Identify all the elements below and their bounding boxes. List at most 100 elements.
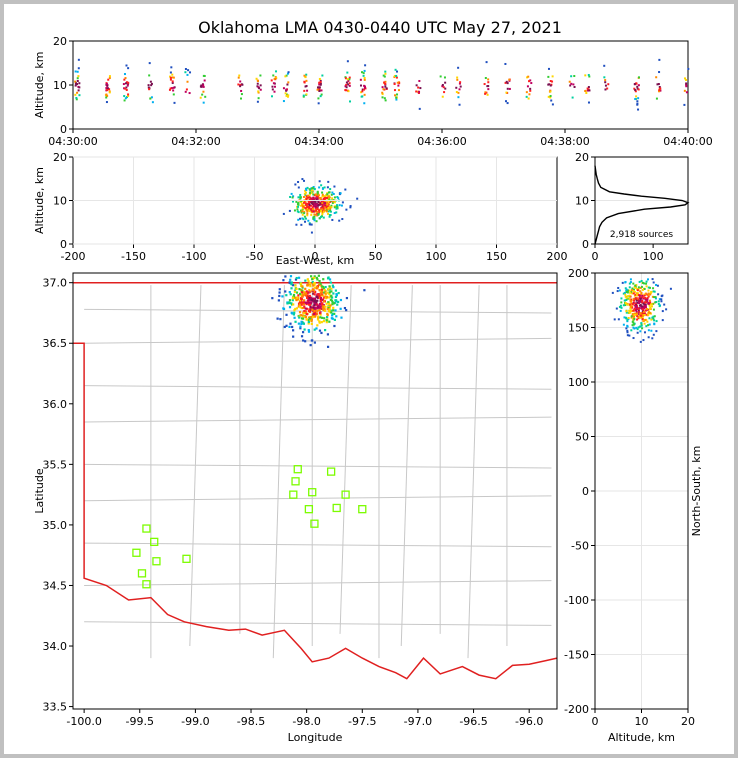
lma-station-marker <box>341 490 350 499</box>
source-point <box>573 85 576 88</box>
source-point <box>319 80 322 83</box>
source-point <box>363 88 366 91</box>
source-point <box>331 301 334 304</box>
y-tick-label: -150 <box>564 649 589 662</box>
source-point <box>603 64 606 67</box>
source-point <box>202 84 205 87</box>
source-point <box>363 102 366 105</box>
source-point <box>626 319 629 322</box>
lma-station-marker <box>289 490 298 499</box>
source-point <box>314 308 318 311</box>
source-point <box>685 85 688 88</box>
source-point <box>272 82 275 85</box>
y-tick-label: 20 <box>575 151 589 164</box>
county-line <box>400 285 413 647</box>
source-point <box>625 311 628 314</box>
source-point <box>308 317 311 320</box>
source-point <box>291 200 294 203</box>
source-point <box>618 289 621 292</box>
source-point <box>317 102 320 105</box>
source-point <box>570 82 573 85</box>
source-point <box>301 202 304 205</box>
source-point <box>295 223 298 226</box>
source-point <box>659 89 662 92</box>
source-point <box>652 315 655 318</box>
source-point <box>418 79 421 82</box>
source-point <box>643 282 646 285</box>
source-point <box>309 189 312 192</box>
source-point <box>384 82 387 85</box>
source-point <box>344 85 347 88</box>
source-point <box>199 96 202 99</box>
x-tick-label: -100.0 <box>66 715 101 728</box>
source-point <box>312 193 315 196</box>
source-point <box>171 80 174 83</box>
source-point <box>186 80 189 83</box>
source-point <box>649 301 652 304</box>
source-point <box>303 328 306 331</box>
source-point <box>306 296 309 300</box>
source-point <box>331 197 334 200</box>
source-point <box>322 205 325 208</box>
source-point <box>127 81 130 84</box>
source-point <box>631 320 634 323</box>
source-point <box>341 218 344 221</box>
source-point <box>588 89 591 92</box>
source-point <box>304 217 307 220</box>
source-point <box>624 304 627 307</box>
source-point <box>310 318 313 321</box>
source-point <box>319 291 322 294</box>
source-point <box>77 75 80 78</box>
source-point <box>340 316 343 319</box>
source-point <box>547 75 550 78</box>
source-point <box>324 292 327 295</box>
source-point <box>346 78 349 81</box>
source-point <box>313 341 316 344</box>
x-tick-label: -96.5 <box>459 715 487 728</box>
lma-station-marker <box>182 554 191 563</box>
source-point <box>336 204 339 207</box>
source-point <box>330 317 333 320</box>
source-point <box>328 302 331 306</box>
source-point <box>305 79 308 82</box>
source-point <box>314 306 317 309</box>
source-point <box>301 178 304 181</box>
source-point <box>306 284 309 287</box>
source-point <box>331 312 334 316</box>
source-point <box>626 331 629 334</box>
source-point <box>301 286 304 289</box>
source-point <box>363 85 366 88</box>
source-point <box>275 70 278 73</box>
source-point <box>293 290 297 293</box>
source-point <box>397 84 400 87</box>
source-point <box>306 294 309 297</box>
source-point <box>312 216 315 219</box>
source-point <box>685 82 688 85</box>
source-point <box>78 86 81 89</box>
source-point <box>256 100 259 103</box>
source-point <box>343 306 347 310</box>
source-point <box>308 301 311 304</box>
source-point <box>305 188 308 191</box>
source-point <box>306 207 309 210</box>
source-point <box>636 331 639 334</box>
source-point <box>322 287 325 290</box>
source-point <box>297 218 300 221</box>
source-point <box>646 298 649 301</box>
source-point <box>313 283 316 286</box>
source-point <box>321 293 324 297</box>
source-point <box>291 284 295 287</box>
source-point <box>643 294 646 297</box>
source-point <box>297 186 300 189</box>
source-point <box>360 95 363 98</box>
source-point <box>307 328 310 332</box>
source-point <box>311 281 314 284</box>
source-point <box>318 209 321 212</box>
source-point <box>381 86 384 89</box>
source-point <box>335 294 338 297</box>
source-point <box>394 68 397 71</box>
source-point <box>329 200 332 203</box>
source-point <box>316 207 319 210</box>
source-point <box>320 307 324 310</box>
source-point <box>328 305 332 309</box>
